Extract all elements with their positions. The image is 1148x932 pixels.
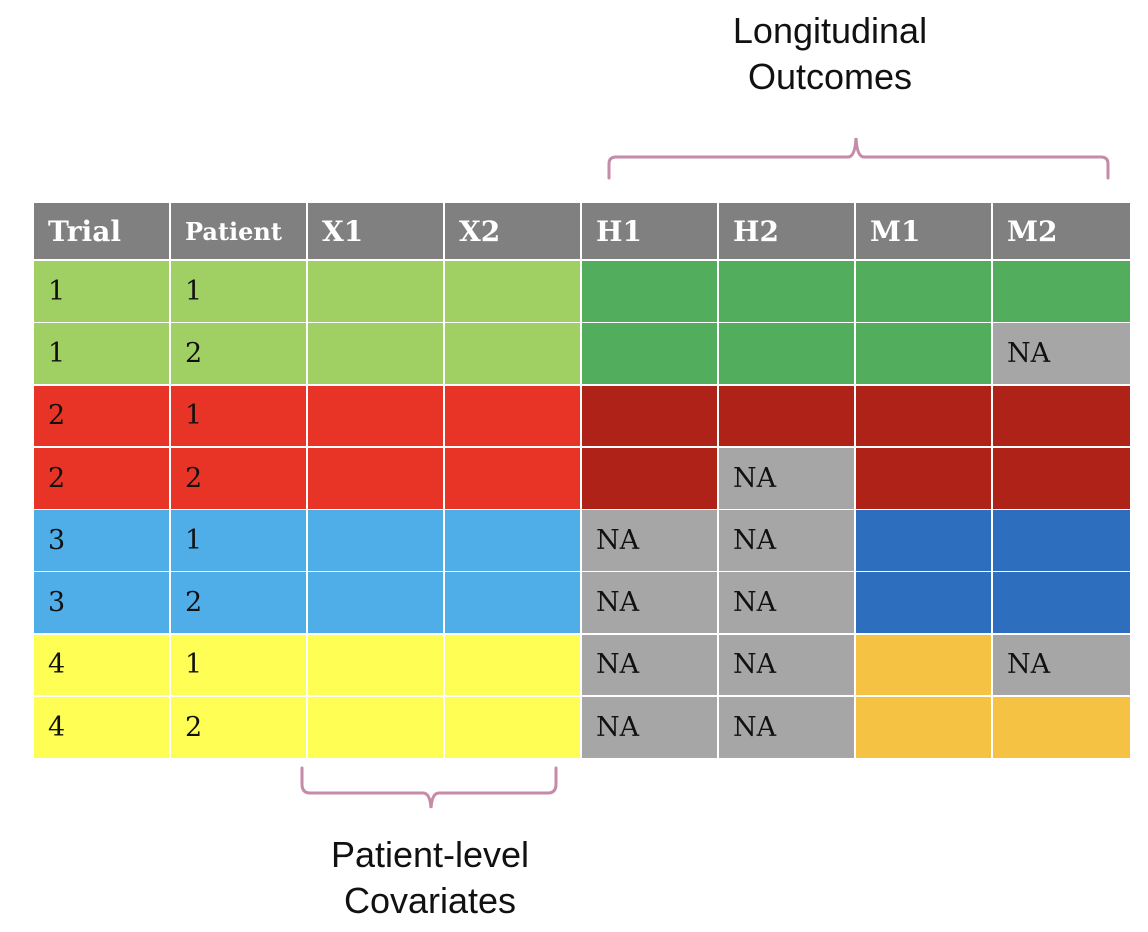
outcomes-brace <box>607 137 1110 180</box>
trial-cell: 3 <box>34 572 171 635</box>
header-patient: Patient <box>171 203 308 261</box>
m1-cell <box>856 385 993 449</box>
x2-cell <box>445 385 582 449</box>
x1-cell <box>308 510 445 573</box>
x2-cell <box>445 261 582 324</box>
h2-cell <box>719 323 856 386</box>
header-m1: M1 <box>856 203 993 261</box>
x1-cell <box>308 572 445 635</box>
header-h1: H1 <box>582 203 719 261</box>
x2-cell <box>445 634 582 698</box>
header-trial: Trial <box>34 203 171 261</box>
trial-cell: 4 <box>34 696 171 760</box>
h2-cell: NA <box>719 510 856 573</box>
patient-cell: 2 <box>171 447 308 511</box>
h1-cell <box>582 385 719 449</box>
m2-cell <box>993 696 1132 760</box>
trial-cell: 3 <box>34 510 171 573</box>
patient-cell: 1 <box>171 261 308 324</box>
header-x1: X1 <box>308 203 445 261</box>
m2-cell: NA <box>993 634 1132 698</box>
x1-cell <box>308 385 445 449</box>
h2-cell <box>719 261 856 324</box>
m1-cell <box>856 696 993 760</box>
m2-cell <box>993 385 1132 449</box>
longitudinal-outcomes-label: Longitudinal Outcomes <box>620 8 1040 100</box>
covariates-brace <box>300 766 558 809</box>
m1-cell <box>856 323 993 386</box>
m1-cell <box>856 572 993 635</box>
h1-cell: NA <box>582 634 719 698</box>
h2-cell: NA <box>719 572 856 635</box>
trial-cell: 2 <box>34 447 171 511</box>
x1-cell <box>308 261 445 324</box>
m1-cell <box>856 447 993 511</box>
header-m2: M2 <box>993 203 1132 261</box>
m2-cell: NA <box>993 323 1132 386</box>
m1-cell <box>856 510 993 573</box>
h1-cell: NA <box>582 510 719 573</box>
h1-cell: NA <box>582 572 719 635</box>
m2-cell <box>993 261 1132 324</box>
x1-cell <box>308 323 445 386</box>
x1-cell <box>308 634 445 698</box>
x2-cell <box>445 447 582 511</box>
patient-cell: 1 <box>171 634 308 698</box>
longitudinal-label-line1: Longitudinal <box>732 10 928 51</box>
covariates-label-line2: Covariates <box>343 880 517 921</box>
trial-cell: 1 <box>34 261 171 324</box>
patient-cell: 2 <box>171 572 308 635</box>
patient-cell: 2 <box>171 696 308 760</box>
h1-cell <box>582 447 719 511</box>
h2-cell <box>719 385 856 449</box>
h1-cell <box>582 261 719 324</box>
m1-cell <box>856 634 993 698</box>
h2-cell: NA <box>719 696 856 760</box>
header-h2: H2 <box>719 203 856 261</box>
patient-level-covariates-label: Patient-level Covariates <box>230 832 630 924</box>
m1-cell <box>856 261 993 324</box>
x2-cell <box>445 696 582 760</box>
covariates-label-line1: Patient-level <box>330 834 530 875</box>
m2-cell <box>993 447 1132 511</box>
h1-cell: NA <box>582 696 719 760</box>
longitudinal-label-line2: Outcomes <box>747 56 913 97</box>
patient-cell: 1 <box>171 510 308 573</box>
h2-cell: NA <box>719 634 856 698</box>
data-table: Trial Patient X1 X2 H1 H2 M1 M2 1 1 1 2 NA 2 1 2 2 NA 3 1 NA… <box>34 203 1132 760</box>
x2-cell <box>445 510 582 573</box>
m2-cell <box>993 510 1132 573</box>
x2-cell <box>445 572 582 635</box>
patient-cell: 1 <box>171 385 308 449</box>
x1-cell <box>308 696 445 760</box>
trial-cell: 2 <box>34 385 171 449</box>
h1-cell <box>582 323 719 386</box>
trial-cell: 4 <box>34 634 171 698</box>
trial-cell: 1 <box>34 323 171 386</box>
m2-cell <box>993 572 1132 635</box>
patient-cell: 2 <box>171 323 308 386</box>
header-x2: X2 <box>445 203 582 261</box>
h2-cell: NA <box>719 447 856 511</box>
x2-cell <box>445 323 582 386</box>
x1-cell <box>308 447 445 511</box>
